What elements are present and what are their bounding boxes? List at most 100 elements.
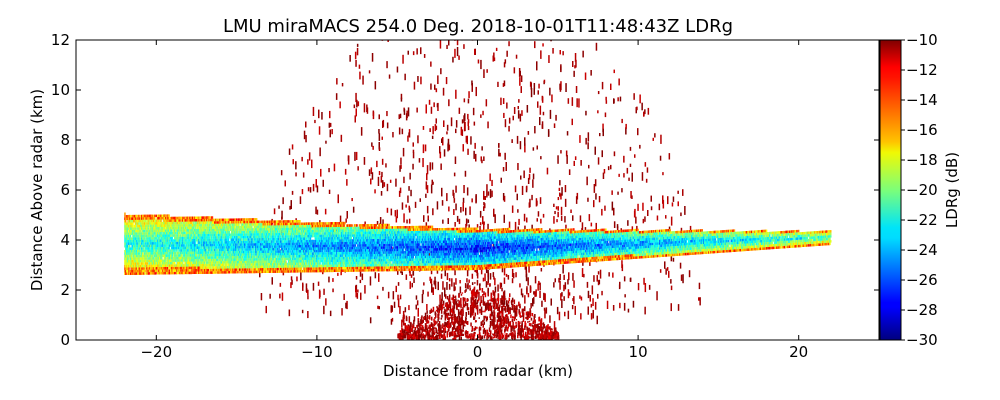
ldr-cell bbox=[467, 119, 470, 124]
ldr-cell bbox=[124, 232, 126, 235]
ldr-cell bbox=[161, 232, 163, 235]
ldr-cell bbox=[456, 215, 459, 222]
ldr-cell bbox=[480, 114, 482, 118]
ldr-cell bbox=[625, 123, 627, 129]
ldr-cell bbox=[410, 328, 412, 330]
ldr-cell bbox=[497, 324, 499, 330]
ldr-cell bbox=[441, 292, 443, 302]
ldr-cell bbox=[147, 224, 149, 228]
ldr-cell bbox=[550, 331, 552, 335]
ldr-cell bbox=[401, 319, 403, 328]
ldr-cell bbox=[525, 265, 527, 273]
ldr-cell bbox=[125, 260, 128, 263]
ldr-cell bbox=[282, 197, 284, 205]
ldr-cell bbox=[450, 117, 453, 127]
ldr-cell bbox=[427, 332, 429, 336]
ldr-cell bbox=[474, 291, 477, 298]
ldr-cell bbox=[382, 286, 384, 291]
ldr-cell bbox=[523, 213, 526, 222]
ldr-cell bbox=[439, 337, 441, 339]
ldr-cell bbox=[543, 292, 545, 301]
ldr-cell bbox=[498, 334, 501, 339]
ldr-cell bbox=[420, 332, 422, 335]
ldr-cell bbox=[501, 324, 503, 329]
ldr-cell bbox=[411, 282, 413, 288]
ldr-cell bbox=[260, 293, 263, 301]
ldr-cell bbox=[519, 315, 521, 318]
ldr-cell bbox=[517, 106, 519, 110]
ldr-cell bbox=[503, 62, 506, 68]
ldr-cell bbox=[203, 261, 206, 264]
ldr-cell bbox=[505, 162, 507, 171]
ldr-cell bbox=[682, 274, 684, 284]
ldr-cell bbox=[538, 316, 541, 322]
ldr-cell bbox=[489, 313, 492, 316]
ldr-cell bbox=[525, 311, 528, 316]
ldr-cell bbox=[193, 226, 195, 229]
ldr-cell bbox=[177, 249, 179, 252]
ldr-cell bbox=[632, 300, 635, 308]
ldr-cell bbox=[520, 75, 523, 82]
ldr-cell bbox=[165, 244, 168, 247]
ldr-cell bbox=[126, 230, 129, 233]
ldr-cell bbox=[355, 276, 358, 280]
ldr-cell bbox=[388, 74, 391, 79]
ldr-cell bbox=[170, 234, 172, 237]
ldr-cell bbox=[445, 322, 448, 328]
ldr-cell bbox=[464, 301, 467, 304]
ldr-cell bbox=[486, 190, 488, 198]
ldr-cell bbox=[524, 306, 526, 312]
ldr-cell bbox=[363, 103, 366, 113]
ldr-cell bbox=[480, 59, 482, 70]
ldr-cell bbox=[539, 321, 542, 327]
ldr-cell bbox=[138, 252, 141, 255]
ldr-cell bbox=[134, 224, 137, 228]
ldr-cell bbox=[593, 275, 595, 282]
ldr-cell bbox=[574, 65, 576, 69]
ldr-cell bbox=[446, 296, 449, 300]
ldr-cell bbox=[470, 333, 472, 337]
ldr-cell bbox=[559, 192, 561, 197]
ldr-cell bbox=[519, 283, 521, 288]
ldr-cell bbox=[171, 236, 174, 240]
ldr-cell bbox=[354, 151, 356, 161]
ldr-cell bbox=[434, 280, 437, 290]
ldr-cell bbox=[627, 308, 630, 313]
ldr-cell bbox=[453, 321, 455, 330]
ldr-cell bbox=[452, 298, 454, 303]
ldr-cell bbox=[520, 86, 522, 93]
ldr-cell bbox=[560, 150, 562, 154]
ldr-cell bbox=[567, 98, 570, 104]
ldr-cell bbox=[501, 329, 503, 331]
ldr-cell bbox=[424, 323, 427, 328]
ldr-cell bbox=[501, 306, 503, 310]
ldr-cell bbox=[522, 331, 525, 333]
ldr-cell bbox=[613, 98, 615, 104]
ldr-cell bbox=[124, 227, 126, 230]
ldr-cell bbox=[387, 291, 390, 299]
ldr-cell bbox=[422, 144, 425, 154]
ldr-cell bbox=[425, 331, 427, 335]
ldr-cell bbox=[444, 326, 446, 331]
ldr-cell bbox=[484, 309, 486, 312]
ldr-cell bbox=[139, 242, 141, 245]
ldr-cell bbox=[558, 187, 561, 191]
ldr-cell bbox=[178, 234, 180, 237]
ldr-cell bbox=[196, 244, 198, 247]
ldr-cell bbox=[459, 280, 461, 284]
ldr-cell bbox=[418, 321, 420, 324]
ldr-cell bbox=[454, 222, 456, 227]
ldr-cell bbox=[476, 224, 479, 228]
ldr-cell bbox=[587, 306, 589, 315]
ldr-cell bbox=[439, 301, 441, 306]
ldr-cell bbox=[467, 335, 469, 339]
ldr-cell bbox=[540, 218, 542, 224]
ldr-cell bbox=[541, 96, 544, 103]
ldr-cell bbox=[157, 234, 159, 237]
ldr-cell bbox=[489, 189, 492, 199]
ldr-cell bbox=[408, 305, 410, 311]
ldr-cell bbox=[517, 328, 519, 333]
ldr-cell bbox=[487, 287, 489, 293]
ldr-cell bbox=[478, 291, 480, 300]
ldr-cell bbox=[548, 55, 550, 63]
